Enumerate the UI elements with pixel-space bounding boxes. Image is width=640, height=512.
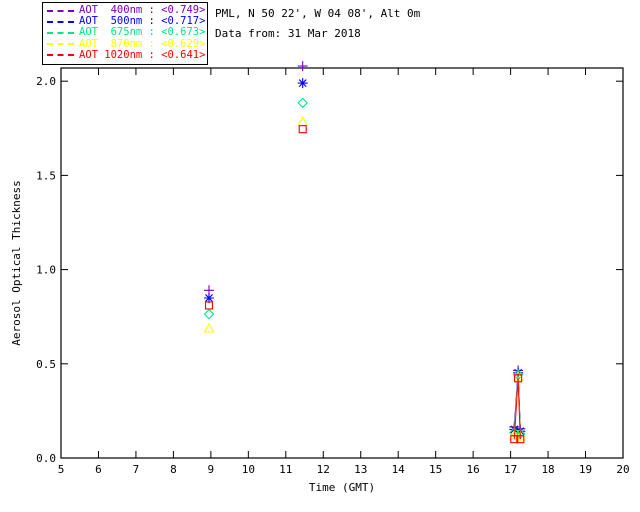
x-tick-label: 19: [579, 463, 592, 476]
legend-label-aot-400nm: AOT 400nm : <0.749>: [79, 4, 206, 17]
series-aot-500nm: [204, 78, 526, 437]
legend-label-aot-1020nm: AOT 1020nm : <0.641>: [79, 48, 206, 61]
point-aot-675nm-diamond: [297, 97, 308, 109]
point-aot-1020nm-square: [204, 301, 214, 310]
x-tick-label: 6: [95, 463, 102, 476]
y-tick-label: 0.0: [36, 452, 56, 465]
legend-box: AOT 400nm : <0.749> AOT 500nm : <0.717> AO…: [42, 2, 208, 65]
point-aot-1020nm-square: [516, 435, 525, 444]
x-tick-label: 7: [133, 463, 140, 476]
point-aot-870nm-triangle: [297, 116, 309, 127]
y-tick-label: 1.5: [36, 169, 56, 182]
legend-label-aot-675nm: AOT 675nm : <0.673>: [79, 26, 206, 39]
station-title: PML, N 50 22', W 04 08', Alt 0m: [215, 7, 421, 20]
x-tick-label: 5: [58, 463, 65, 476]
x-tick-label: 8: [170, 463, 177, 476]
y-tick-label: 1.0: [36, 264, 56, 277]
x-tick-label: 16: [467, 463, 480, 476]
x-axis-label: Time (GMT): [309, 481, 375, 494]
point-aot-1020nm-square: [298, 125, 307, 134]
y-tick-label: 2.0: [36, 75, 56, 88]
legend-dash-sample-aot-675nm: [47, 31, 74, 34]
x-tick-label: 10: [242, 463, 255, 476]
series-aot-870nm: [203, 116, 526, 441]
legend-label-aot-500nm: AOT 500nm : <0.717>: [79, 15, 206, 28]
series-aot-1020nm: [204, 125, 525, 444]
legend-item-aot-1020nm: AOT 1020nm : <0.641>: [47, 48, 206, 61]
legend-dash-sample-aot-500nm: [47, 20, 74, 23]
series-aot-400nm: [204, 61, 526, 434]
y-axis-label: Aerosol Optical Thickness: [10, 180, 23, 346]
x-tick-label: 14: [392, 463, 406, 476]
point-aot-400nm-plus: [297, 61, 308, 72]
y-axis: 0.0 0.5 1.0 1.5 2.0 Aerosol Optical Thickness: [10, 75, 623, 465]
x-tick-label: 18: [541, 463, 554, 476]
point-aot-1020nm-square: [514, 374, 523, 383]
legend-item-aot-500nm: AOT 500nm : <0.717>: [47, 15, 206, 28]
x-tick-label: 13: [354, 463, 367, 476]
legend-dash-sample-aot-400nm: [47, 9, 74, 12]
legend-label-aot-870nm: AOT 870nm : <0.629>: [79, 37, 206, 50]
legend-dash-sample-aot-870nm: [47, 43, 74, 46]
x-tick-label: 15: [429, 463, 442, 476]
y-tick-label: 0.5: [36, 358, 56, 371]
point-aot-870nm-triangle: [203, 322, 215, 333]
date-subtitle: Data from: 31 Mar 2018: [215, 27, 361, 40]
point-aot-500nm-asterisk: [297, 78, 308, 89]
x-tick-label: 17: [504, 463, 517, 476]
series-line-aot-1020nm: [513, 378, 521, 440]
legend-item-aot-400nm: AOT 400nm : <0.749>: [47, 4, 206, 17]
legend-item-aot-870nm: AOT 870nm : <0.629>: [47, 37, 206, 50]
point-aot-675nm-diamond: [203, 308, 215, 320]
x-tick-label: 9: [208, 463, 215, 476]
x-tick-label: 11: [279, 463, 292, 476]
legend-dash-sample-aot-1020nm: [47, 54, 74, 57]
x-axis: 5 6 7 8 9 10 11 12 13 14 15 16 17 18 19 20 Time (GMT): [58, 68, 630, 494]
x-tick-label: 20: [616, 463, 629, 476]
x-tick-label: 12: [317, 463, 330, 476]
legend-item-aot-675nm: AOT 675nm : <0.673>: [47, 26, 206, 39]
plot-titles: PML, N 50 22', W 04 08', Alt 0m Data fro…: [215, 7, 420, 47]
point-aot-500nm-asterisk: [204, 293, 214, 303]
series-aot-675nm: [203, 97, 526, 440]
plot-box: [60, 67, 624, 459]
